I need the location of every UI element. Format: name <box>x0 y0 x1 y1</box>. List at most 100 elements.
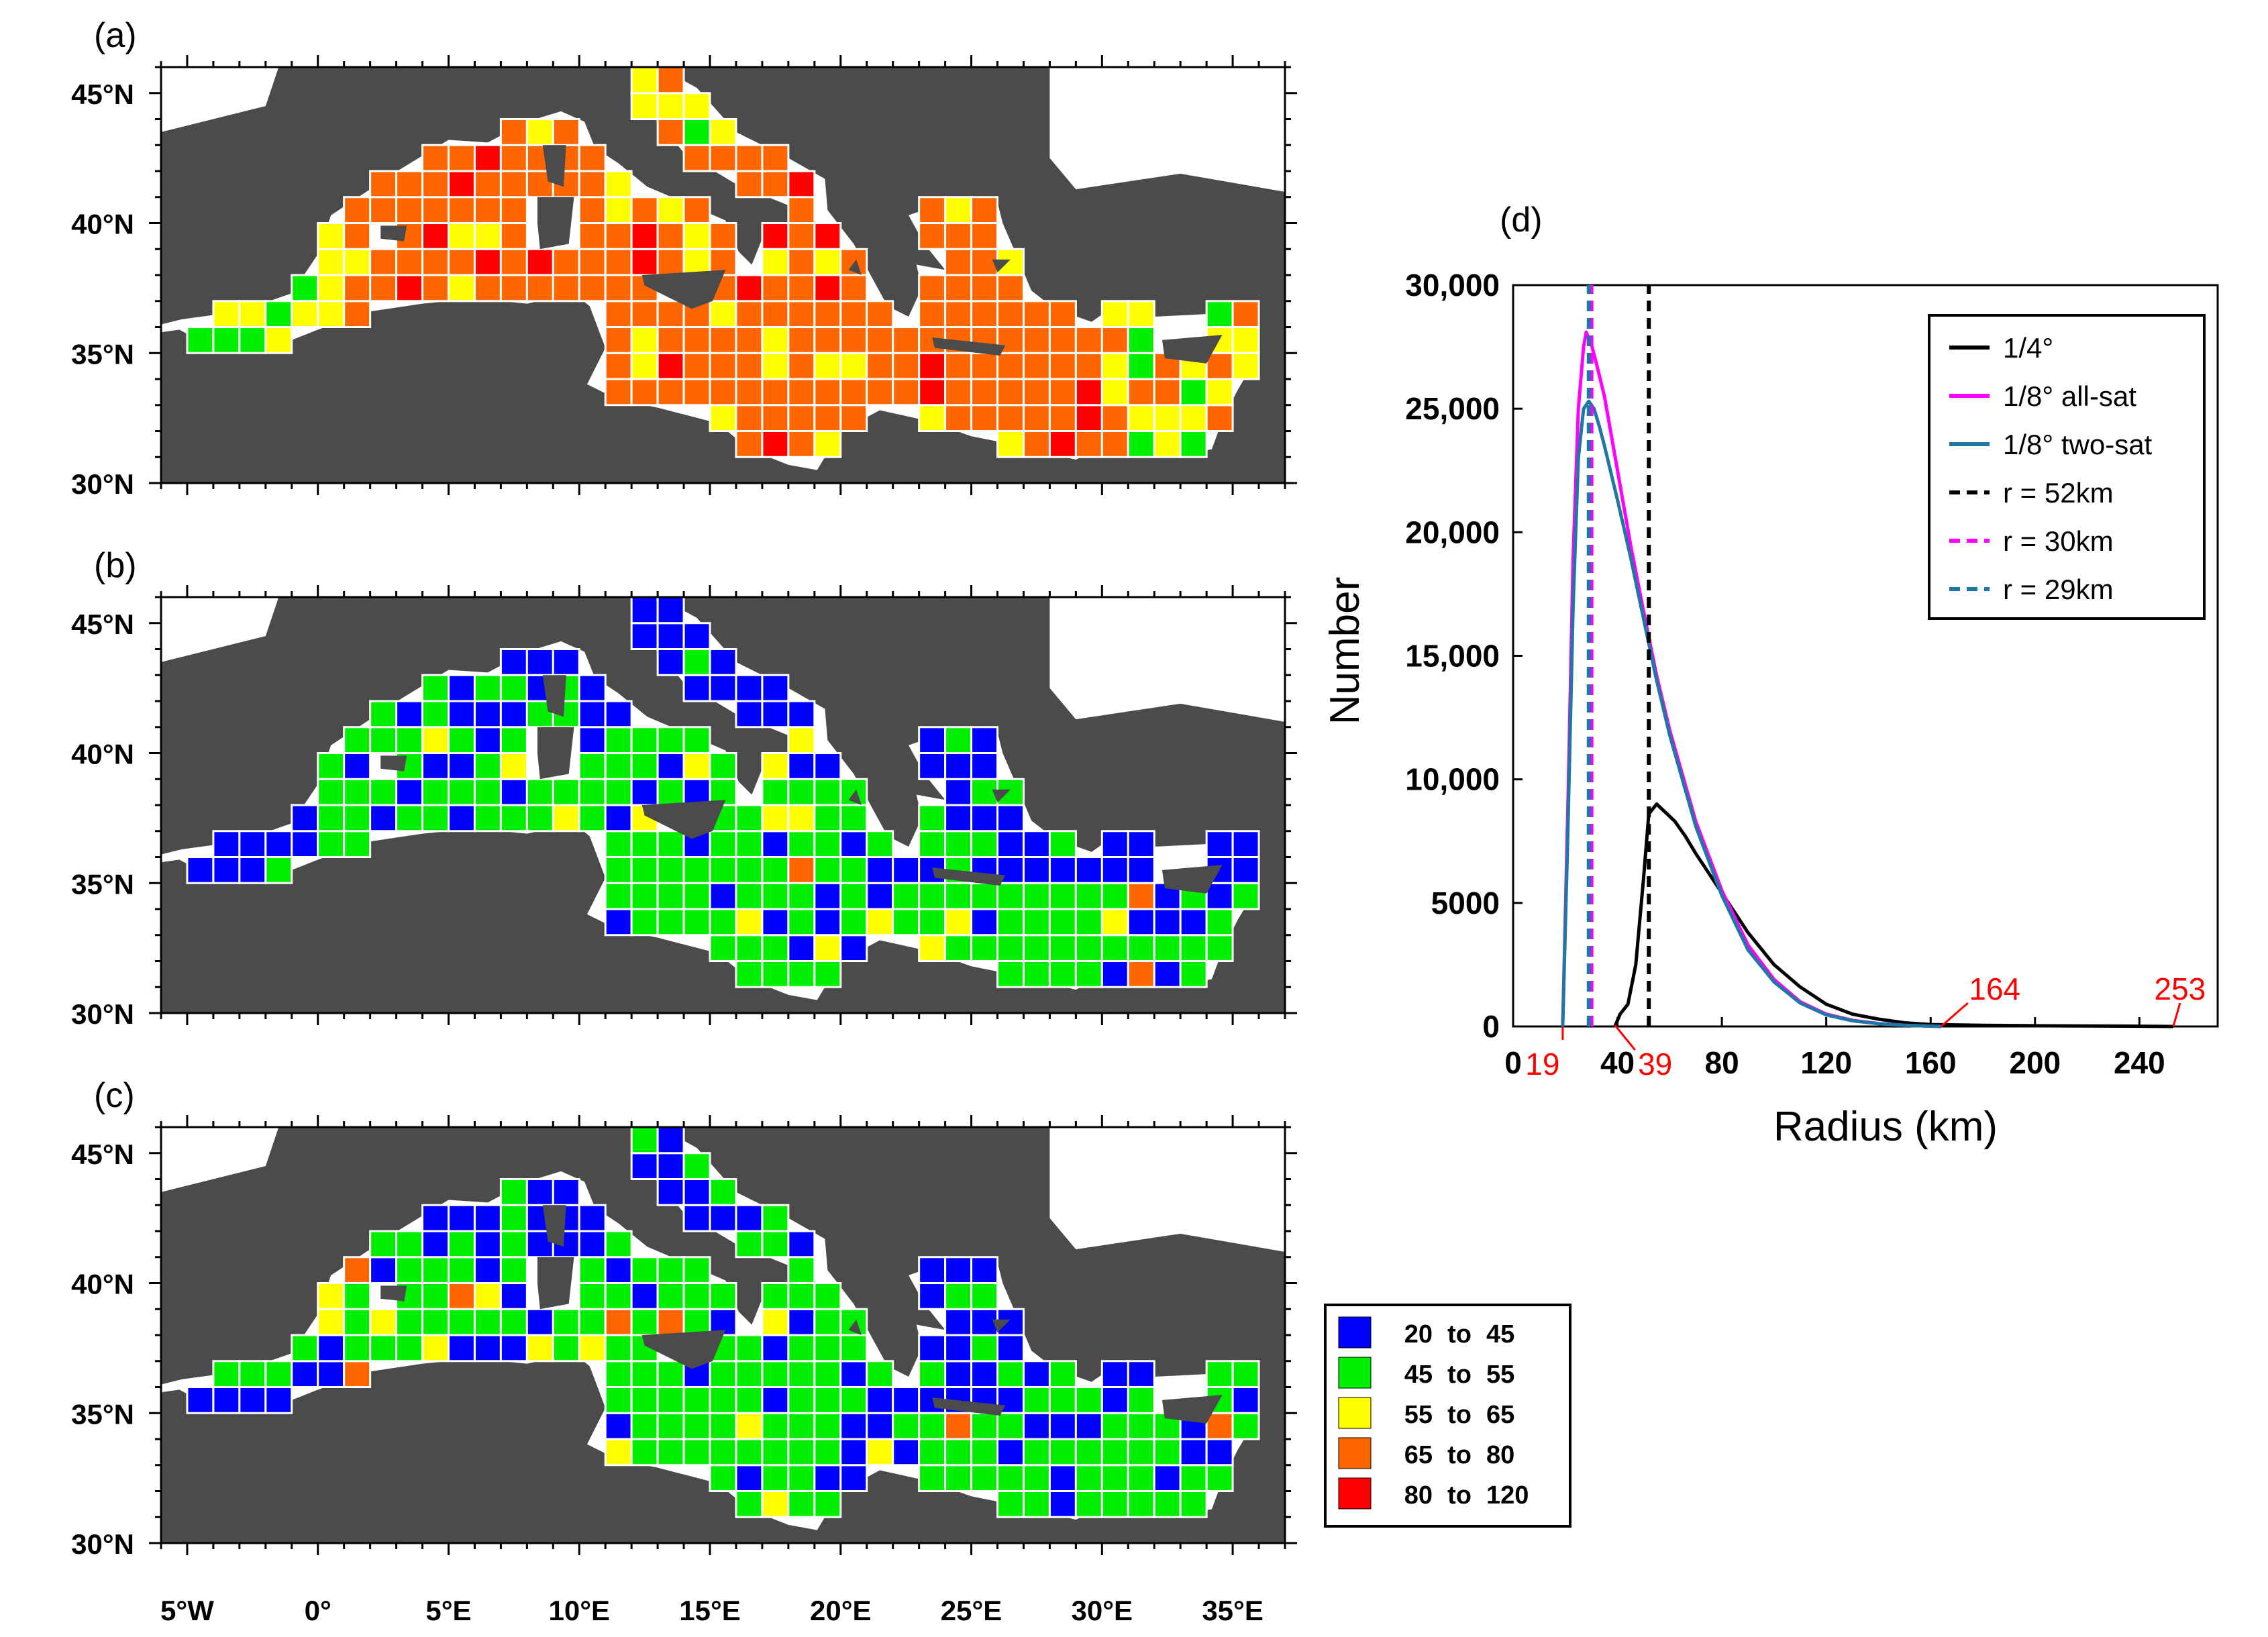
grid-cell <box>369 726 398 754</box>
grid-cell <box>525 274 554 303</box>
grid-cell <box>1100 326 1129 354</box>
grid-cell <box>447 1204 476 1232</box>
grid-cell <box>1231 1386 1260 1414</box>
grid-cell <box>735 274 764 303</box>
grid-cell <box>813 430 842 458</box>
grid-cell <box>970 726 999 754</box>
grid-cell <box>996 1360 1025 1388</box>
grid-cell <box>604 1282 633 1310</box>
grid-cell <box>970 378 999 407</box>
grid-cell <box>787 430 816 458</box>
grid-cell <box>761 960 790 988</box>
grid-cell <box>787 1230 816 1259</box>
grid-cell <box>578 222 607 250</box>
grid-cell <box>499 1178 528 1206</box>
grid-cell <box>1127 908 1155 937</box>
map-panel: 45°N 40°N 35°N 30°N (a) <box>71 16 1297 500</box>
grid-cell <box>892 856 921 884</box>
grid-cell <box>473 1204 502 1232</box>
grid-cell <box>578 196 607 224</box>
grid-cell <box>1022 352 1051 380</box>
island <box>380 225 407 242</box>
grid-cell <box>761 1386 790 1414</box>
legend-to: 65 <box>1486 1401 1514 1429</box>
grid-cell <box>970 404 999 432</box>
grid-cell <box>604 830 633 858</box>
grid-cell <box>761 1230 790 1259</box>
grid-cell <box>761 752 790 780</box>
grid-cell <box>787 1360 816 1388</box>
grid-cell <box>839 1412 868 1440</box>
grid-cell <box>1153 1490 1182 1518</box>
grid-cell <box>369 1334 398 1363</box>
grid-cell <box>761 300 790 328</box>
grid-cell <box>1205 378 1234 407</box>
grid-cell <box>1048 1438 1077 1467</box>
grid-cell <box>656 908 685 937</box>
grid-cell <box>578 1256 607 1284</box>
grid-cell <box>682 856 711 884</box>
chart-legend: 1/4° 1/8° all-sat 1/8° two-sat r = 52km r = … <box>1928 314 2206 620</box>
grid-cell <box>970 882 999 910</box>
grid-cell <box>1231 882 1260 910</box>
grid-cell <box>447 674 476 702</box>
grid-cell <box>447 752 476 780</box>
grid-cell <box>735 804 764 833</box>
annotation-leader <box>1940 1002 1969 1028</box>
grid-cell <box>525 1178 554 1206</box>
grid-cell <box>1153 1438 1182 1467</box>
grid-cell <box>1179 1490 1208 1518</box>
grid-cell <box>630 726 659 754</box>
grid-cell <box>1100 1464 1129 1492</box>
grid-cell <box>578 1282 607 1310</box>
island <box>932 337 1006 356</box>
grid-cell <box>709 674 737 702</box>
island <box>641 270 726 309</box>
grid-cell <box>656 726 685 754</box>
grid-cell <box>473 778 502 806</box>
grid-cell <box>787 1282 816 1310</box>
grid-cell <box>1048 1490 1077 1518</box>
grid-cell <box>1022 1438 1051 1467</box>
grid-cell <box>682 326 711 354</box>
grid-cell <box>656 648 685 676</box>
grid-cell <box>813 908 842 937</box>
grid-cell <box>578 1308 607 1336</box>
grid-cell <box>1179 960 1208 988</box>
grid-cell <box>630 830 659 858</box>
grid-cell <box>291 274 319 303</box>
grid-cell <box>682 378 711 407</box>
grid-cell <box>421 248 450 276</box>
grid-cell <box>447 1256 476 1284</box>
map-panel-label: (c) <box>94 1076 135 1115</box>
grid-cell <box>343 830 372 858</box>
grid-cell <box>1022 378 1051 407</box>
grid-cell <box>918 196 947 224</box>
grid-cell <box>892 378 921 407</box>
chart-xlabel: Radius (km) <box>1773 1104 1998 1150</box>
grid-cell <box>369 804 398 833</box>
legend-from: 65 <box>1404 1441 1433 1469</box>
grid-cell <box>630 196 659 224</box>
grid-cell <box>1127 934 1155 962</box>
grid-cell <box>735 352 764 380</box>
grid-cell <box>1048 430 1077 458</box>
grid-cell <box>630 752 659 780</box>
grid-cell <box>656 300 685 328</box>
grid-cell <box>630 92 659 120</box>
grid-cell <box>761 830 790 858</box>
grid-cell <box>787 882 816 910</box>
legend-label: r = 29km <box>2003 574 2114 605</box>
grid-cell <box>761 804 790 833</box>
grid-cell <box>918 934 947 962</box>
grid-cell <box>1100 1360 1129 1388</box>
grid-cell <box>813 856 842 884</box>
grid-cell <box>761 882 790 910</box>
grid-cell <box>212 856 241 884</box>
grid-cell <box>996 274 1025 303</box>
lat-label: 45°N <box>71 78 134 110</box>
y-tick-label: 30,000 <box>1405 268 1500 303</box>
grid-cell <box>1153 934 1182 962</box>
grid-cell <box>709 1178 737 1206</box>
grid-cell <box>918 1438 947 1467</box>
